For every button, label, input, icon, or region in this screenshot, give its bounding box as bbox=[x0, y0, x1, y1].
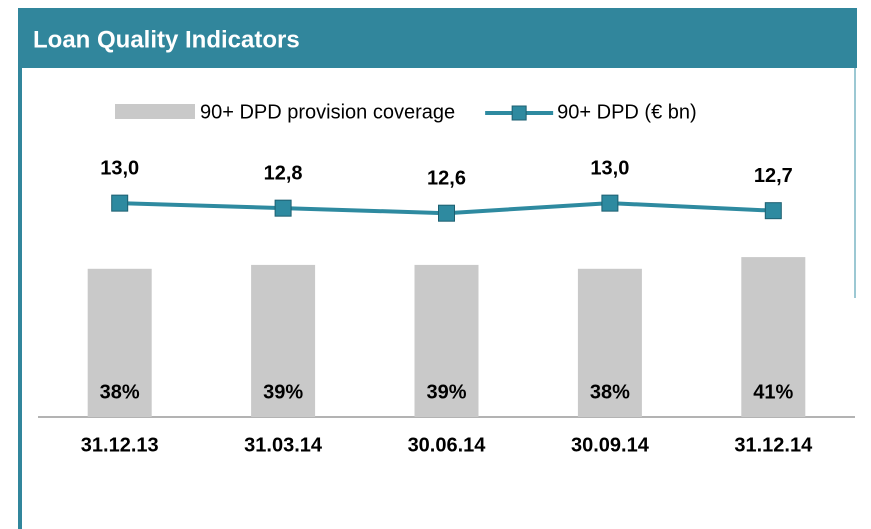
x-tick-label: 31.12.14 bbox=[734, 434, 813, 456]
bar bbox=[414, 264, 479, 417]
legend-label: 90+ DPD (€ bn) bbox=[557, 101, 697, 123]
right-border bbox=[854, 68, 856, 298]
bar-value-label: 39% bbox=[263, 381, 303, 403]
bar bbox=[577, 268, 642, 417]
line-value-label: 13,0 bbox=[100, 157, 139, 179]
bar bbox=[741, 257, 806, 417]
x-tick-label: 30.06.14 bbox=[408, 434, 487, 456]
line-value-label: 13,0 bbox=[590, 157, 629, 179]
header-bar bbox=[18, 8, 857, 68]
line-value-label: 12,7 bbox=[754, 165, 793, 187]
line-marker bbox=[438, 204, 455, 222]
line-value-label: 12,6 bbox=[427, 167, 466, 189]
line-marker bbox=[111, 194, 129, 212]
bar-value-label: 38% bbox=[590, 381, 630, 403]
bar-value-label: 39% bbox=[426, 381, 466, 403]
x-tick-label: 30.09.14 bbox=[571, 434, 650, 456]
bar bbox=[251, 264, 316, 417]
bar-value-label: 38% bbox=[100, 381, 140, 403]
legend-marker bbox=[511, 105, 527, 121]
chart-title: Loan Quality Indicators bbox=[33, 26, 300, 53]
line-value-label: 12,8 bbox=[264, 162, 303, 184]
left-border bbox=[18, 68, 22, 529]
bar-value-label: 41% bbox=[753, 381, 793, 403]
legend-label: 90+ DPD provision coverage bbox=[200, 101, 455, 123]
line-marker bbox=[764, 202, 782, 220]
x-tick-label: 31.03.14 bbox=[244, 434, 323, 456]
legend-swatch bbox=[115, 104, 195, 119]
bar bbox=[87, 268, 152, 417]
line-marker bbox=[274, 199, 292, 217]
line-marker bbox=[601, 194, 619, 212]
x-tick-label: 31.12.13 bbox=[81, 434, 159, 456]
